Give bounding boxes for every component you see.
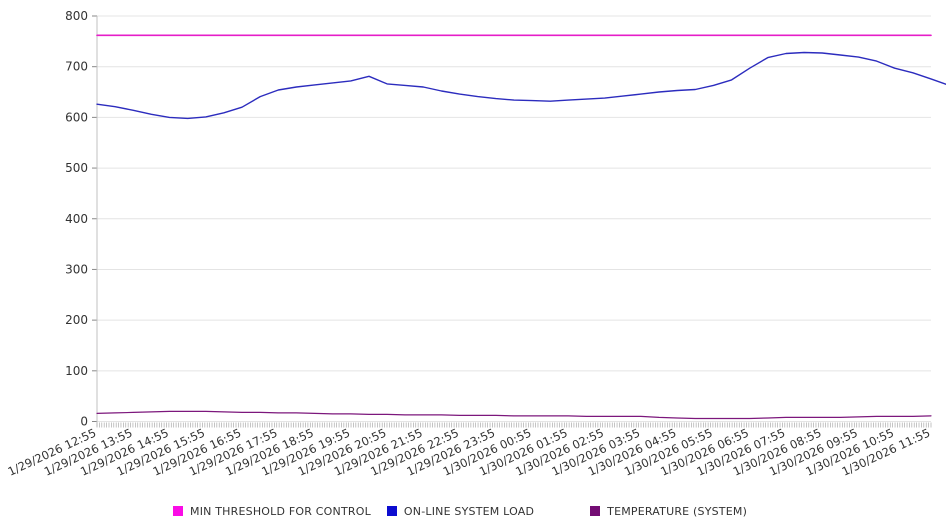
temperature-swatch-icon (590, 506, 601, 516)
series-line-2 (96, 410, 932, 420)
legend-item-system-load: ON-LINE SYSTEM LOAD (386, 504, 535, 518)
chart-legend: MIN THRESHOLD FOR CONTROL ON-LINE SYSTEM… (0, 499, 946, 523)
y-axis-tick-label: 100 (65, 364, 88, 378)
y-axis-tick-label: 500 (65, 161, 88, 175)
legend-label-system-load: ON-LINE SYSTEM LOAD (403, 504, 535, 518)
min-threshold-swatch-icon (173, 506, 183, 516)
y-axis-tick-label: 0 (80, 415, 88, 429)
legend-item-min-threshold: MIN THRESHOLD FOR CONTROL (173, 505, 371, 518)
legend-item-temperature: TEMPERATURE (SYSTEM) (590, 505, 747, 518)
y-axis-tick-label: 600 (65, 110, 88, 124)
series-line-1 (96, 51, 946, 120)
legend-label-temperature: TEMPERATURE (SYSTEM) (607, 504, 748, 518)
system-load-swatch-icon (386, 506, 397, 516)
y-axis-tick-label: 200 (65, 313, 88, 327)
legend-label-min-threshold: MIN THRESHOLD FOR CONTROL (190, 504, 371, 518)
y-axis-tick-label: 700 (65, 60, 88, 74)
y-axis-tick-label: 300 (65, 262, 88, 276)
y-axis-tick-label: 800 (65, 9, 88, 23)
y-axis-tick-label: 400 (65, 212, 88, 226)
